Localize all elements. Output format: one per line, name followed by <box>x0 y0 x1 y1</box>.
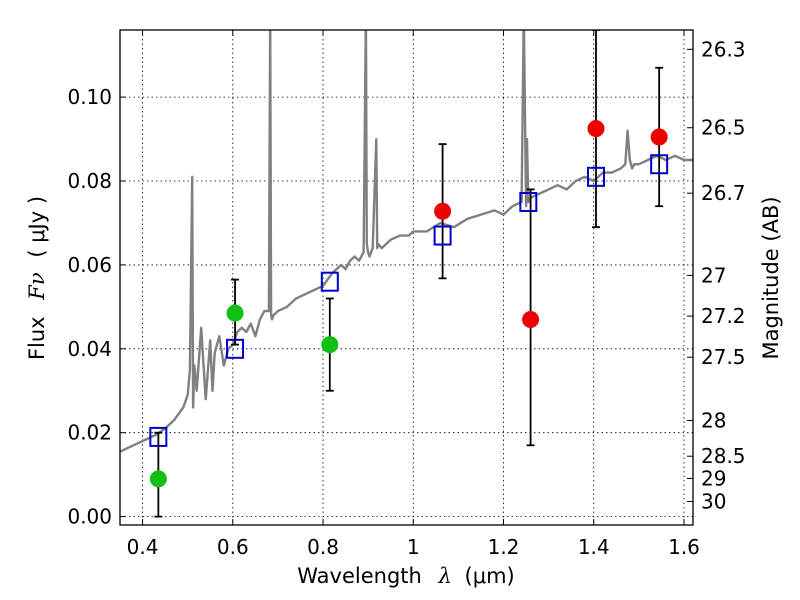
x-axis-label: Wavelength λ (μm) <box>297 564 514 588</box>
y2-axis-label: Magnitude (AB) <box>759 196 783 359</box>
model-box <box>433 225 452 246</box>
tick-labels-layer: 0.4 0.6 0.8 1 1.2 1.4 1.6 0.00 0.02 0.04 0.06 0.08 0… <box>67 37 745 559</box>
y-tick-label: 0.10 <box>67 85 112 109</box>
data-point <box>650 128 668 146</box>
x-tick-label: 0.8 <box>307 535 339 559</box>
x-tick-label: 0.6 <box>217 535 249 559</box>
y2-tick-label: 28 <box>701 409 726 433</box>
data-point <box>226 304 244 322</box>
grid-lines <box>120 30 693 525</box>
y2-tick-label: 26.3 <box>701 37 746 61</box>
plot-frame <box>119 29 694 526</box>
x-tick-label: 1.6 <box>668 535 700 559</box>
model-box <box>650 154 669 175</box>
y-axis-label-text: Flux <box>25 316 49 360</box>
model-box <box>519 191 538 212</box>
x-tick-label: 1 <box>407 535 420 559</box>
ticks-layer <box>120 30 693 525</box>
x-tick-label: 1.4 <box>578 535 610 559</box>
y2-tick-label: 27 <box>701 263 726 287</box>
x-axis-label-unit: (μm) <box>465 564 515 588</box>
y-axis-label-unit: ( μJy ) <box>25 196 49 258</box>
spectrum-layer <box>120 30 693 453</box>
data-point <box>587 120 605 138</box>
data-point <box>522 310 540 328</box>
x-axis-label-text: Wavelength <box>297 564 422 588</box>
y-tick-label: 0.06 <box>67 253 112 277</box>
model-box <box>586 166 605 187</box>
data-point <box>321 336 339 354</box>
model-box <box>149 426 168 447</box>
model-boxes-layer <box>149 154 669 447</box>
x-tick-label: 1.2 <box>488 535 520 559</box>
x-axis-label-symbol: λ <box>438 564 452 588</box>
y-tick-label: 0.02 <box>67 421 112 445</box>
y2-tick-label: 30 <box>701 490 726 514</box>
y-tick-label: 0.00 <box>67 505 112 529</box>
points-layer <box>149 120 668 488</box>
y2-tick-label: 26.5 <box>701 116 746 140</box>
y2-tick-label: 28.5 <box>701 444 746 468</box>
y2-tick-label: 26.7 <box>701 181 746 205</box>
model-box <box>320 271 339 292</box>
x-tick-label: 0.4 <box>127 535 159 559</box>
spectrum-line <box>120 30 693 453</box>
y2-tick-label: 27.5 <box>701 345 746 369</box>
y-tick-label: 0.08 <box>67 169 112 193</box>
y2-tick-label: 27.2 <box>701 304 746 328</box>
y-tick-label: 0.04 <box>67 337 112 361</box>
error-bars-layer <box>154 30 664 518</box>
y-axis-label-symbol: Fν <box>25 272 49 301</box>
model-box <box>226 338 245 359</box>
data-point <box>434 202 452 220</box>
y-axis-label: Flux Fν ( μJy ) <box>25 196 49 360</box>
y2-tick-label: 29 <box>701 466 726 490</box>
data-point <box>149 470 167 488</box>
